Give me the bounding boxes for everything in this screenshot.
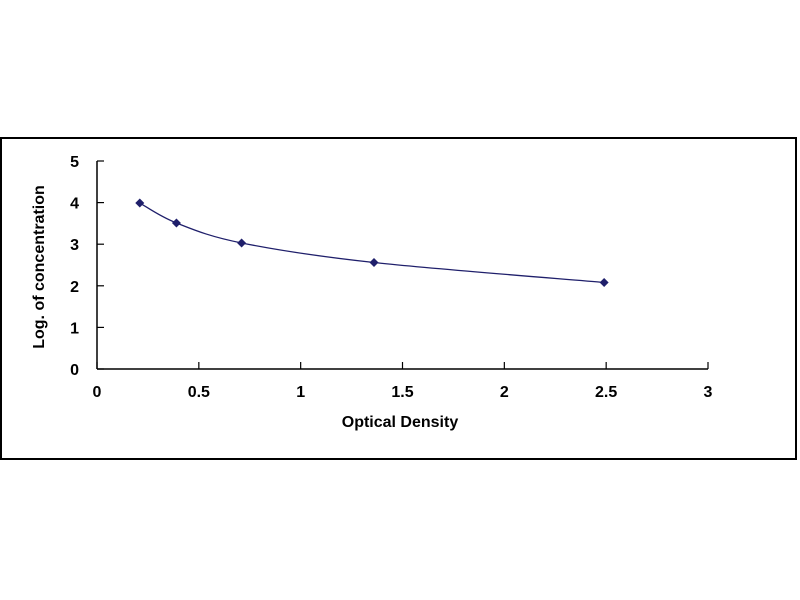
y-tick-label: 2 bbox=[70, 279, 79, 296]
y-tick-label: 4 bbox=[70, 196, 79, 213]
plot-area bbox=[135, 198, 609, 287]
x-axis-title: Optical Density bbox=[342, 414, 459, 431]
y-tick-label: 5 bbox=[70, 154, 79, 171]
chart-frame: 0 0.5 1 1.5 2 2.5 3 0 1 2 3 4 5 Optical Density Log.… bbox=[0, 137, 797, 460]
data-point bbox=[135, 198, 145, 208]
data-point bbox=[599, 277, 609, 287]
data-point bbox=[171, 218, 181, 228]
x-tick-label: 0.5 bbox=[188, 384, 210, 401]
data-point bbox=[237, 238, 247, 248]
x-tick-label: 2.5 bbox=[595, 384, 617, 401]
standard-curve-chart: 0 0.5 1 1.5 2 2.5 3 0 1 2 3 4 5 Optical Density Log.… bbox=[31, 154, 713, 431]
x-tick-label: 2 bbox=[500, 384, 509, 401]
fitted-curve bbox=[139, 202, 605, 284]
axes: 0 0.5 1 1.5 2 2.5 3 0 1 2 3 4 5 bbox=[70, 154, 712, 401]
x-tick-label: 1 bbox=[296, 384, 305, 401]
y-tick-label: 1 bbox=[70, 320, 79, 337]
data-point bbox=[369, 258, 379, 268]
y-tick-label: 3 bbox=[70, 237, 79, 254]
y-tick-label: 0 bbox=[70, 362, 79, 379]
y-axis-title: Log. of concentration bbox=[31, 185, 48, 349]
x-tick-label: 1.5 bbox=[391, 384, 413, 401]
x-tick-label: 0 bbox=[93, 384, 102, 401]
x-tick-label: 3 bbox=[704, 384, 713, 401]
